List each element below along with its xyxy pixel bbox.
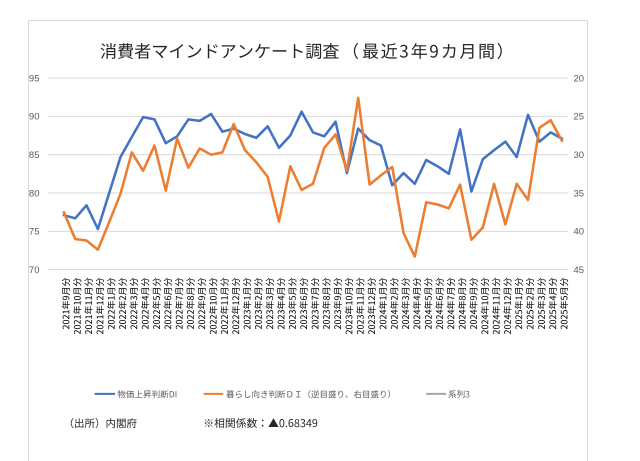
svg-text:75: 75 [29, 227, 40, 238]
svg-text:30: 30 [574, 150, 585, 161]
svg-text:90: 90 [29, 112, 40, 123]
svg-text:45: 45 [574, 265, 585, 276]
svg-text:20: 20 [574, 73, 585, 84]
svg-text:35: 35 [574, 188, 585, 199]
svg-text:85: 85 [29, 150, 40, 161]
svg-text:25: 25 [574, 112, 585, 123]
svg-text:80: 80 [29, 188, 40, 199]
svg-text:95: 95 [29, 73, 40, 84]
svg-text:40: 40 [574, 227, 585, 238]
svg-text:70: 70 [29, 265, 40, 276]
